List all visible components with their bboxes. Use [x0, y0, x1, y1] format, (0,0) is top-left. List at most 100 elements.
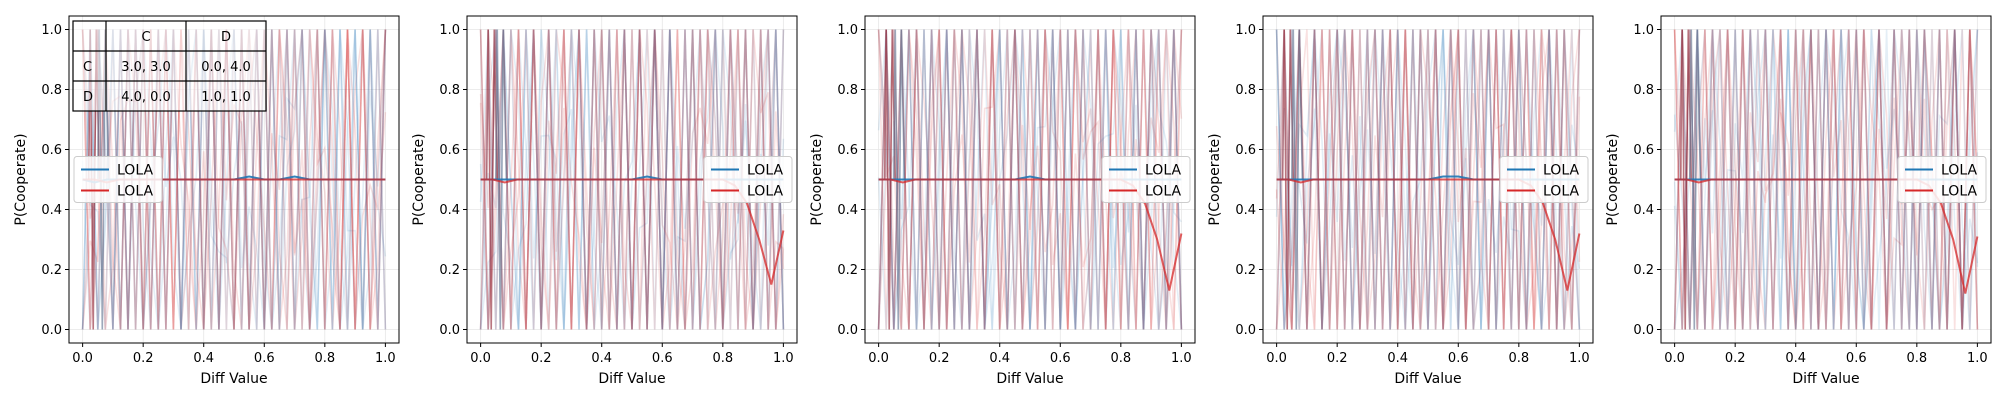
legend-label: LOLA	[117, 163, 153, 179]
run-trace	[1673, 29, 1979, 330]
x-tick-label: 0.6	[1846, 351, 1867, 366]
y-tick-label: 0.6	[41, 143, 62, 158]
y-tick-label: 0.0	[439, 323, 460, 338]
y-tick-label: 0.2	[1235, 263, 1256, 278]
run-trace	[877, 29, 1183, 330]
x-axis-label: Diff Value	[996, 371, 1063, 387]
x-tick-label: 0.2	[1327, 351, 1348, 366]
x-axis-label: Diff Value	[1792, 371, 1859, 387]
x-tick-label: 0.4	[1387, 351, 1408, 366]
y-tick-label: 0.4	[41, 203, 62, 218]
x-tick-label: 0.8	[712, 351, 733, 366]
x-tick-label: 0.0	[868, 351, 889, 366]
payoff-cell: 1.0, 1.0	[201, 90, 251, 105]
legend: LOLA LOLA	[1499, 156, 1589, 203]
x-tick-label: 0.0	[1266, 351, 1287, 366]
run-trace-highlight	[1281, 29, 1295, 330]
run-trace-highlight	[1688, 29, 1702, 330]
payoff-cell: 0.0, 4.0	[201, 60, 251, 75]
legend: LOLA LOLA	[1897, 156, 1987, 203]
x-tick-label: 0.4	[989, 351, 1010, 366]
run-trace-highlight	[883, 29, 897, 330]
legend-label: LOLA	[1941, 184, 1977, 200]
run-trace	[877, 29, 1183, 330]
run-trace	[1275, 29, 1581, 330]
run-trace	[479, 29, 785, 330]
y-tick-label: 0.0	[1235, 323, 1256, 338]
run-trace	[1673, 29, 1979, 330]
x-tick-label: 0.2	[1725, 351, 1746, 366]
legend-label: LOLA	[1543, 163, 1579, 179]
y-tick-label: 1.0	[439, 23, 460, 38]
run-trace	[877, 29, 1183, 330]
legend: LOLA LOLA	[73, 156, 163, 203]
run-trace	[1275, 29, 1581, 330]
run-trace	[479, 29, 785, 330]
run-trace	[81, 29, 387, 330]
run-trace-highlight	[1679, 29, 1693, 330]
run-trace	[1673, 29, 1979, 330]
legend-label: LOLA	[747, 163, 783, 179]
x-tick-label: 0.8	[1508, 351, 1529, 366]
run-trace	[1275, 29, 1581, 330]
x-axis-label: Diff Value	[200, 371, 267, 387]
run-trace	[81, 29, 387, 330]
x-tick-label: 0.6	[652, 351, 673, 366]
legend: LOLA LOLA	[703, 156, 793, 203]
run-trace	[1275, 29, 1581, 330]
axes-frame	[68, 15, 400, 344]
run-trace	[1275, 29, 1581, 330]
legend-label: LOLA	[1145, 184, 1181, 200]
run-trace	[81, 29, 387, 330]
x-tick-label: 0.6	[1050, 351, 1071, 366]
run-trace	[1673, 29, 1979, 330]
legend-label: LOLA	[747, 184, 783, 200]
payoff-cell: C	[83, 60, 92, 75]
run-trace	[1275, 29, 1581, 330]
y-tick-label: 0.6	[439, 143, 460, 158]
payoff-cell: D	[83, 90, 93, 105]
run-trace-highlight	[1290, 29, 1304, 330]
x-tick-label: 0.0	[72, 351, 93, 366]
x-axis-label: Diff Value	[1394, 371, 1461, 387]
run-trace	[1673, 29, 1979, 330]
y-tick-label: 0.0	[837, 323, 858, 338]
payoff-cell: 4.0, 0.0	[121, 90, 171, 105]
run-trace	[81, 29, 387, 330]
run-trace	[479, 29, 785, 330]
x-axis-label: Diff Value	[598, 371, 665, 387]
run-trace	[877, 29, 1183, 330]
run-traces	[1275, 29, 1581, 330]
axes-frame	[1660, 15, 1992, 344]
run-trace	[877, 29, 1183, 330]
legend: LOLA LOLA	[1101, 156, 1191, 203]
run-trace	[1673, 29, 1979, 330]
y-tick-label: 0.0	[1633, 323, 1654, 338]
y-tick-label: 0.8	[1235, 83, 1256, 98]
x-tick-label: 1.0	[773, 351, 794, 366]
run-trace	[877, 29, 1183, 330]
axes-frame	[864, 15, 1196, 344]
x-tick-label: 1.0	[1569, 351, 1590, 366]
axes-frame	[466, 15, 798, 344]
y-tick-label: 0.4	[837, 203, 858, 218]
y-tick-label: 0.8	[439, 83, 460, 98]
run-traces	[877, 29, 1183, 330]
y-tick-label: 0.2	[439, 263, 460, 278]
run-trace	[1673, 29, 1979, 330]
y-tick-label: 0.2	[41, 263, 62, 278]
y-tick-label: 0.0	[41, 323, 62, 338]
payoff-cell: D	[221, 30, 231, 45]
run-trace	[877, 29, 1183, 330]
y-tick-label: 1.0	[837, 23, 858, 38]
run-trace	[81, 29, 387, 330]
y-tick-label: 1.0	[41, 23, 62, 38]
legend-label: LOLA	[1941, 163, 1977, 179]
run-trace	[1673, 29, 1979, 330]
run-trace	[877, 29, 1183, 330]
x-tick-label: 0.2	[929, 351, 950, 366]
y-tick-label: 0.6	[837, 143, 858, 158]
run-trace	[479, 29, 785, 330]
x-tick-label: 0.2	[531, 351, 552, 366]
